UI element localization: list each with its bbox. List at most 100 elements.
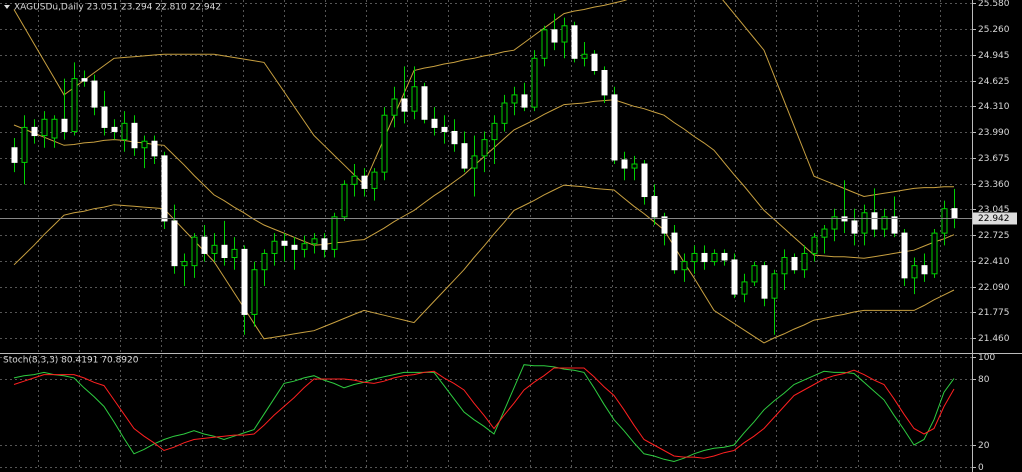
y-tick-label: 21.460 (978, 334, 1010, 344)
y-tick-label: 23.990 (978, 128, 1010, 138)
candle-body (461, 143, 468, 169)
candle-body (701, 252, 708, 263)
candle-body (521, 94, 528, 108)
candle-body (381, 114, 388, 173)
y-tick-label: 21.775 (978, 308, 1010, 318)
y-tick-label: 22.725 (978, 231, 1010, 241)
candle-body (281, 240, 288, 246)
candle-body (721, 252, 728, 261)
candle-body (581, 53, 588, 59)
candle-body (781, 257, 788, 275)
last-price-label: 22.942 (978, 214, 1010, 224)
candle-body (181, 261, 188, 267)
candle-body (601, 69, 608, 96)
candle-body (641, 163, 648, 198)
candle-body (661, 216, 668, 234)
candle-body (51, 118, 58, 139)
price-panel (0, 0, 972, 344)
candle-body (451, 130, 458, 145)
candle-body (811, 236, 818, 254)
candle-body (551, 29, 558, 43)
candle-body (821, 228, 828, 238)
candle-body (321, 238, 328, 250)
candle-body (361, 175, 368, 189)
y-tick-label: 24.310 (978, 102, 1010, 112)
axis-layer: 25.580 25.260 24.945 24.625 24.310 23.990 23.6… (972, 0, 1017, 472)
candle-body (301, 243, 308, 250)
bollinger-upper (13, 0, 954, 198)
y-tick-label: 24.625 (978, 77, 1010, 87)
candle-body (11, 147, 18, 163)
candle-body (331, 216, 338, 250)
candle-body (761, 265, 768, 299)
candle-body (731, 259, 738, 295)
candle-body (931, 232, 938, 275)
candle-body (91, 80, 98, 108)
title-icon (4, 5, 10, 9)
candle-body (371, 171, 378, 189)
y-tick-label: 22.410 (978, 257, 1010, 267)
candle-body (201, 236, 208, 254)
candle-body (21, 126, 28, 163)
candle-body (681, 261, 688, 271)
candle-body (791, 257, 798, 271)
candle-body (71, 78, 78, 132)
candle-body (851, 220, 858, 234)
candle-body (191, 236, 198, 267)
candle-body (81, 78, 88, 82)
candle-body (171, 220, 178, 267)
candle-body (231, 248, 238, 259)
stoch-line (13, 364, 955, 463)
candle-body (251, 269, 258, 315)
candle-body (271, 240, 278, 254)
candle-body (871, 212, 878, 230)
stoch-line (13, 367, 955, 459)
candle-body (561, 25, 568, 43)
y-tick-label: 23.675 (978, 154, 1010, 164)
candle-body (861, 212, 868, 234)
candle-body (741, 281, 748, 295)
y-tick-label: 20 (978, 441, 990, 451)
candle-body (571, 25, 578, 59)
candle-body (921, 265, 928, 275)
candle-body (241, 248, 248, 315)
candle-body (751, 265, 758, 283)
candle-body (711, 252, 718, 263)
candle-body (591, 53, 598, 71)
y-tick-label: 22.090 (978, 283, 1010, 293)
candle-body (351, 175, 358, 185)
candle-body (441, 126, 448, 132)
candle-body (111, 126, 118, 132)
candle-body (221, 244, 228, 259)
y-tick-label: 25.260 (978, 25, 1010, 35)
candle-body (31, 126, 38, 137)
candle-body (61, 118, 68, 132)
candle-body (611, 94, 618, 161)
candle-body (161, 155, 168, 222)
candle-body (261, 252, 268, 271)
candle-body (341, 183, 348, 218)
y-tick-label: 100 (978, 353, 995, 363)
candle-body (531, 57, 538, 108)
candle-body (831, 216, 838, 230)
candle-body (211, 244, 218, 254)
candle-body (131, 122, 138, 149)
y-tick-label: 24.945 (978, 51, 1010, 61)
candle-body (951, 208, 958, 219)
candle-body (941, 208, 948, 234)
candle-body (151, 140, 158, 157)
candle-body (101, 106, 108, 128)
y-tick-label: 0 (978, 463, 984, 472)
y-tick-label: 25.580 (978, 0, 1010, 9)
candle-body (891, 216, 898, 234)
y-tick-label: 23.360 (978, 180, 1010, 190)
candle-body (911, 265, 918, 279)
candle-body (481, 139, 488, 157)
stoch-panel (13, 364, 955, 463)
candle-body (691, 252, 698, 263)
candle-body (901, 232, 908, 279)
y-tick-label: 80 (978, 375, 990, 385)
candle-body (141, 140, 148, 149)
